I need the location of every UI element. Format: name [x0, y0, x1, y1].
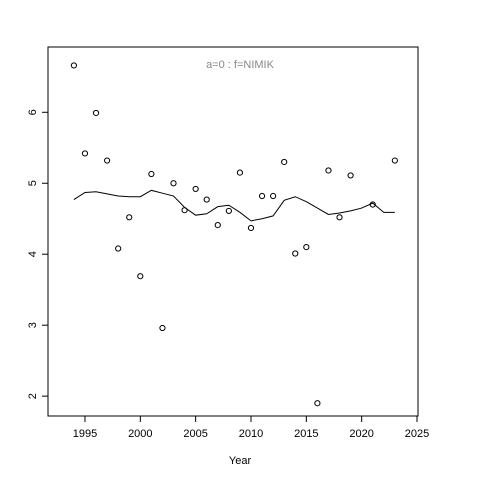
data-point [270, 192, 277, 200]
x-tick-label: 2020 [349, 428, 373, 440]
x-tick-label: 2025 [405, 428, 429, 440]
y-tick-label: 2 [27, 393, 39, 399]
data-point [258, 192, 266, 200]
data-point [247, 224, 255, 232]
trend-line [73, 189, 395, 222]
y-tick-label: 5 [27, 180, 39, 186]
data-point [314, 400, 321, 407]
data-point [336, 214, 343, 221]
data-point [303, 244, 310, 251]
y-tick-label: 3 [27, 322, 39, 328]
data-point [281, 158, 288, 166]
data-point [347, 172, 354, 179]
y-tick-label: 4 [27, 251, 39, 257]
y-tick-label: 6 [27, 109, 39, 115]
x-tick-label: 2000 [128, 428, 152, 440]
data-point [225, 207, 232, 215]
data-point [159, 324, 166, 332]
data-point [292, 250, 299, 257]
x-tick-label: 1995 [73, 428, 97, 440]
x-axis-label: Year [229, 455, 252, 467]
data-point [170, 180, 177, 187]
x-tick-label: 2010 [239, 428, 263, 440]
data-point [92, 109, 100, 117]
data-point [137, 273, 144, 280]
data-point [81, 150, 89, 157]
data-point [104, 157, 111, 164]
x-tick-label: 2015 [294, 428, 318, 440]
plot-frame [47, 46, 419, 417]
x-tick-label: 2005 [183, 428, 207, 440]
data-point [214, 222, 221, 229]
chart-title: a=0 : f=NIMIK [206, 59, 275, 71]
data-point [70, 62, 77, 69]
data-point [126, 214, 133, 221]
data-point [115, 245, 122, 252]
data-point [203, 196, 210, 203]
data-point [391, 157, 398, 164]
data-point [192, 185, 199, 193]
data-point [325, 167, 332, 174]
data-point [148, 170, 155, 178]
data-point [236, 169, 244, 176]
